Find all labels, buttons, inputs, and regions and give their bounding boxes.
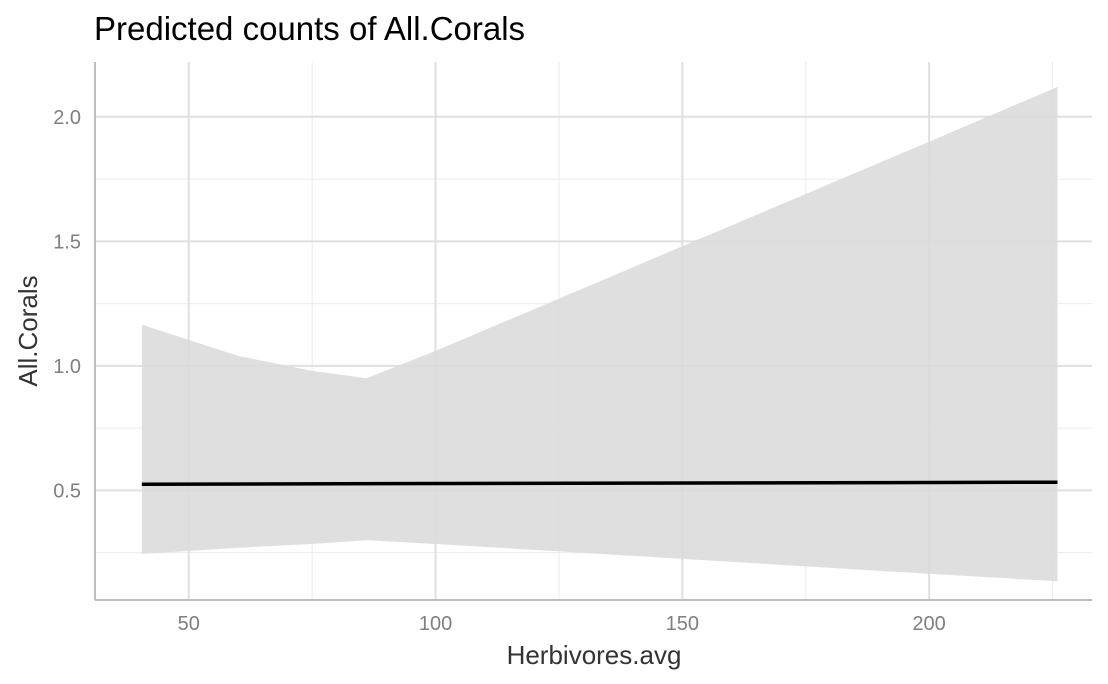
prediction-line [141,480,1058,486]
y-tick-label: 1.5 [53,231,81,253]
x-tick-label: 200 [912,613,945,635]
y-tick-label: 1.0 [53,356,81,378]
tick-label-layer: 50 100 150 200 0.5 1.0 1.5 2.0 [53,107,946,635]
y-axis-title: All.Corals [13,275,43,386]
confidence-band [141,86,1058,582]
axes-layer [94,62,1092,601]
x-tick-label: 150 [666,613,699,635]
y-tick-label: 2.0 [53,107,81,129]
confidence-band-layer [141,86,1058,582]
x-tick-label: 100 [419,613,452,635]
y-tick-label: 0.5 [53,480,81,502]
x-tick-label: 50 [178,613,200,635]
series-line-layer [141,480,1058,486]
x-axis-title: Herbivores.avg [507,640,682,670]
chart-title: Predicted counts of All.Corals [94,10,525,47]
